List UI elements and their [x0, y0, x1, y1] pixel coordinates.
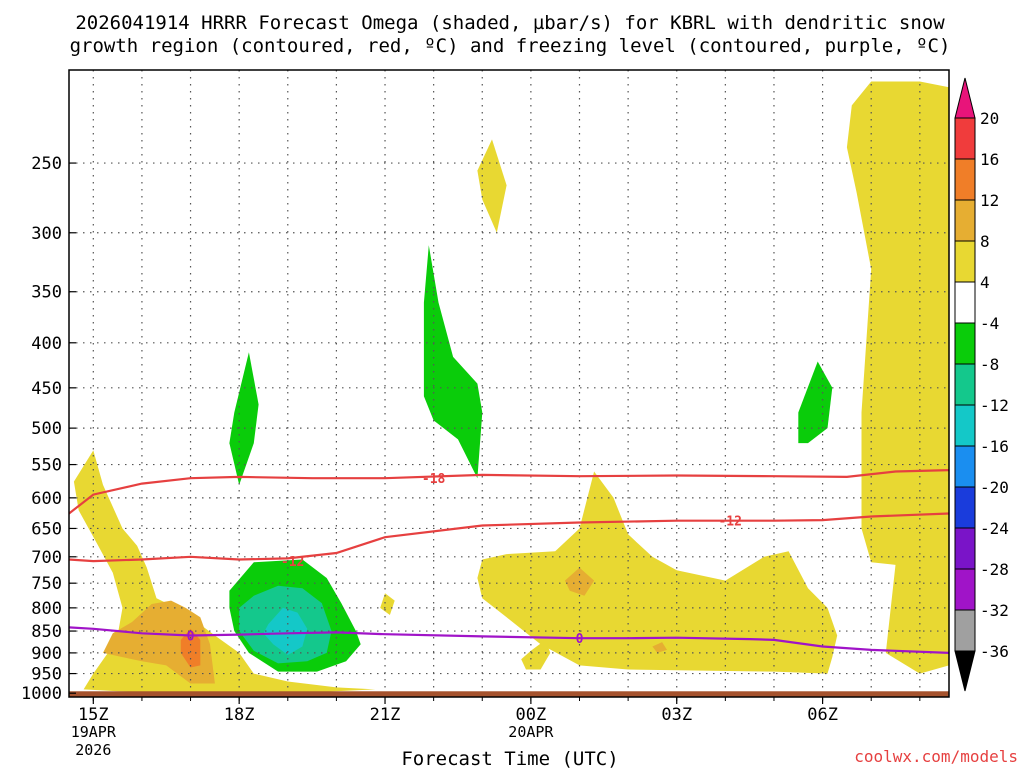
y-tick-label-400: 400	[31, 334, 62, 354]
watermark-text: coolwx.com/models	[854, 747, 1018, 766]
x-tick-label-06Z: 06Z	[807, 705, 838, 725]
omega-region-8	[652, 642, 667, 653]
omega-region-1	[477, 471, 838, 674]
colorbar-label-5: -4	[980, 314, 999, 333]
y-tick-label-850: 850	[31, 622, 62, 642]
y-tick-label-650: 650	[31, 519, 62, 539]
contour-layer	[69, 469, 949, 654]
colorbar-swatch-5	[954, 281, 976, 324]
chart-title-line-2: growth region (contoured, red, ºC) and f…	[70, 35, 951, 57]
x-tick-label-21Z: 21Z	[370, 705, 401, 725]
colorbar-label-7: -12	[980, 396, 1009, 415]
y-tick-label-350: 350	[31, 283, 62, 303]
omega-region-6	[103, 600, 215, 684]
y-tick-label-250: 250	[31, 154, 62, 174]
colorbar-swatch-12	[954, 568, 976, 611]
omega-region-12	[798, 361, 833, 444]
colorbar-top-arrow	[954, 77, 976, 119]
colorbar-swatch-6	[954, 322, 976, 365]
omega-region-2	[521, 639, 551, 670]
dgz-minus-12-label: -12	[718, 515, 741, 530]
x-axis-label: Forecast Time (UTC)	[401, 748, 618, 768]
colorbar-label-12: -32	[980, 601, 1009, 620]
y-tick-label-450: 450	[31, 379, 62, 399]
colorbar-swatch-2	[954, 158, 976, 201]
dgz-minus-12-b-label: -12	[281, 555, 304, 570]
omega-region-10	[229, 352, 259, 485]
x-tick-year-15Z: 2026	[75, 741, 111, 759]
x-tick-label-03Z: 03Z	[661, 705, 692, 725]
colorbar-label-0: 20	[980, 109, 999, 128]
colorbar-swatch-11	[954, 527, 976, 570]
x-tick-date-00Z: 20APR	[508, 723, 554, 741]
colorbar: 20 16 12 8 4 -4 -8 -12 -16 -20 -24 -28 -32 -36	[954, 77, 1009, 692]
x-tick-label-15Z: 15Z	[78, 705, 109, 725]
colorbar-bottom-arrow	[954, 650, 976, 692]
y-tick-label-500: 500	[31, 419, 62, 439]
colorbar-swatch-7	[954, 363, 976, 406]
colorbar-label-2: 12	[980, 191, 999, 210]
y-axis-pressure-ticks: 2503003504004505005506006507007508008509…	[21, 154, 76, 704]
x-tick-date-15Z: 19APR	[71, 723, 117, 741]
omega-region-5	[846, 81, 949, 674]
omega-region-11	[423, 245, 483, 479]
colorbar-label-8: -16	[980, 437, 1009, 456]
colorbar-label-9: -20	[980, 478, 1009, 497]
colorbar-label-11: -28	[980, 560, 1009, 579]
dgz-minus-18-label: -18	[422, 472, 446, 487]
y-tick-label-300: 300	[31, 224, 62, 244]
ground-surface	[69, 691, 949, 697]
colorbar-swatch-10	[954, 486, 976, 529]
colorbar-label-10: -24	[980, 519, 1009, 538]
freezing-level-label: 0	[187, 630, 195, 645]
colorbar-label-6: -8	[980, 355, 999, 374]
contour-labels: -18 -12 -12 0 0	[187, 472, 742, 647]
omega-region-3	[380, 593, 395, 615]
colorbar-swatch-13	[954, 609, 976, 652]
chart-title-line-1: 2026041914 HRRR Forecast Omega (shaded, …	[75, 12, 945, 34]
x-tick-label-00Z: 00Z	[516, 705, 547, 725]
y-tick-label-800: 800	[31, 599, 62, 619]
colorbar-swatch-3	[954, 199, 976, 242]
y-tick-label-900: 900	[31, 644, 62, 664]
y-tick-label-700: 700	[31, 548, 62, 568]
colorbar-swatch-1	[954, 117, 976, 160]
dgz-minus-12-line	[69, 512, 949, 563]
x-tick-label-18Z: 18Z	[224, 705, 255, 725]
colorbar-swatch-8	[954, 404, 976, 447]
y-tick-label-550: 550	[31, 456, 62, 476]
y-tick-label-1000: 1000	[21, 684, 62, 704]
colorbar-swatch-9	[954, 445, 976, 488]
y-tick-label-750: 750	[31, 574, 62, 594]
dgz-minus-18-line	[69, 469, 949, 515]
plot-frame	[68, 69, 950, 698]
omega-region-15	[263, 607, 308, 655]
omega-shading-layer	[73, 81, 949, 693]
colorbar-label-4: 4	[980, 273, 990, 292]
freezing-level-line	[69, 626, 949, 654]
colorbar-label-13: -36	[980, 642, 1009, 661]
colorbar-label-3: 8	[980, 232, 990, 251]
y-tick-label-950: 950	[31, 665, 62, 685]
omega-region-4	[477, 139, 507, 233]
colorbar-label-1: 16	[980, 150, 999, 169]
omega-region-9	[180, 628, 201, 668]
y-tick-label-600: 600	[31, 489, 62, 509]
freezing-level-b-label: 0	[576, 632, 584, 647]
colorbar-swatch-4	[954, 240, 976, 283]
